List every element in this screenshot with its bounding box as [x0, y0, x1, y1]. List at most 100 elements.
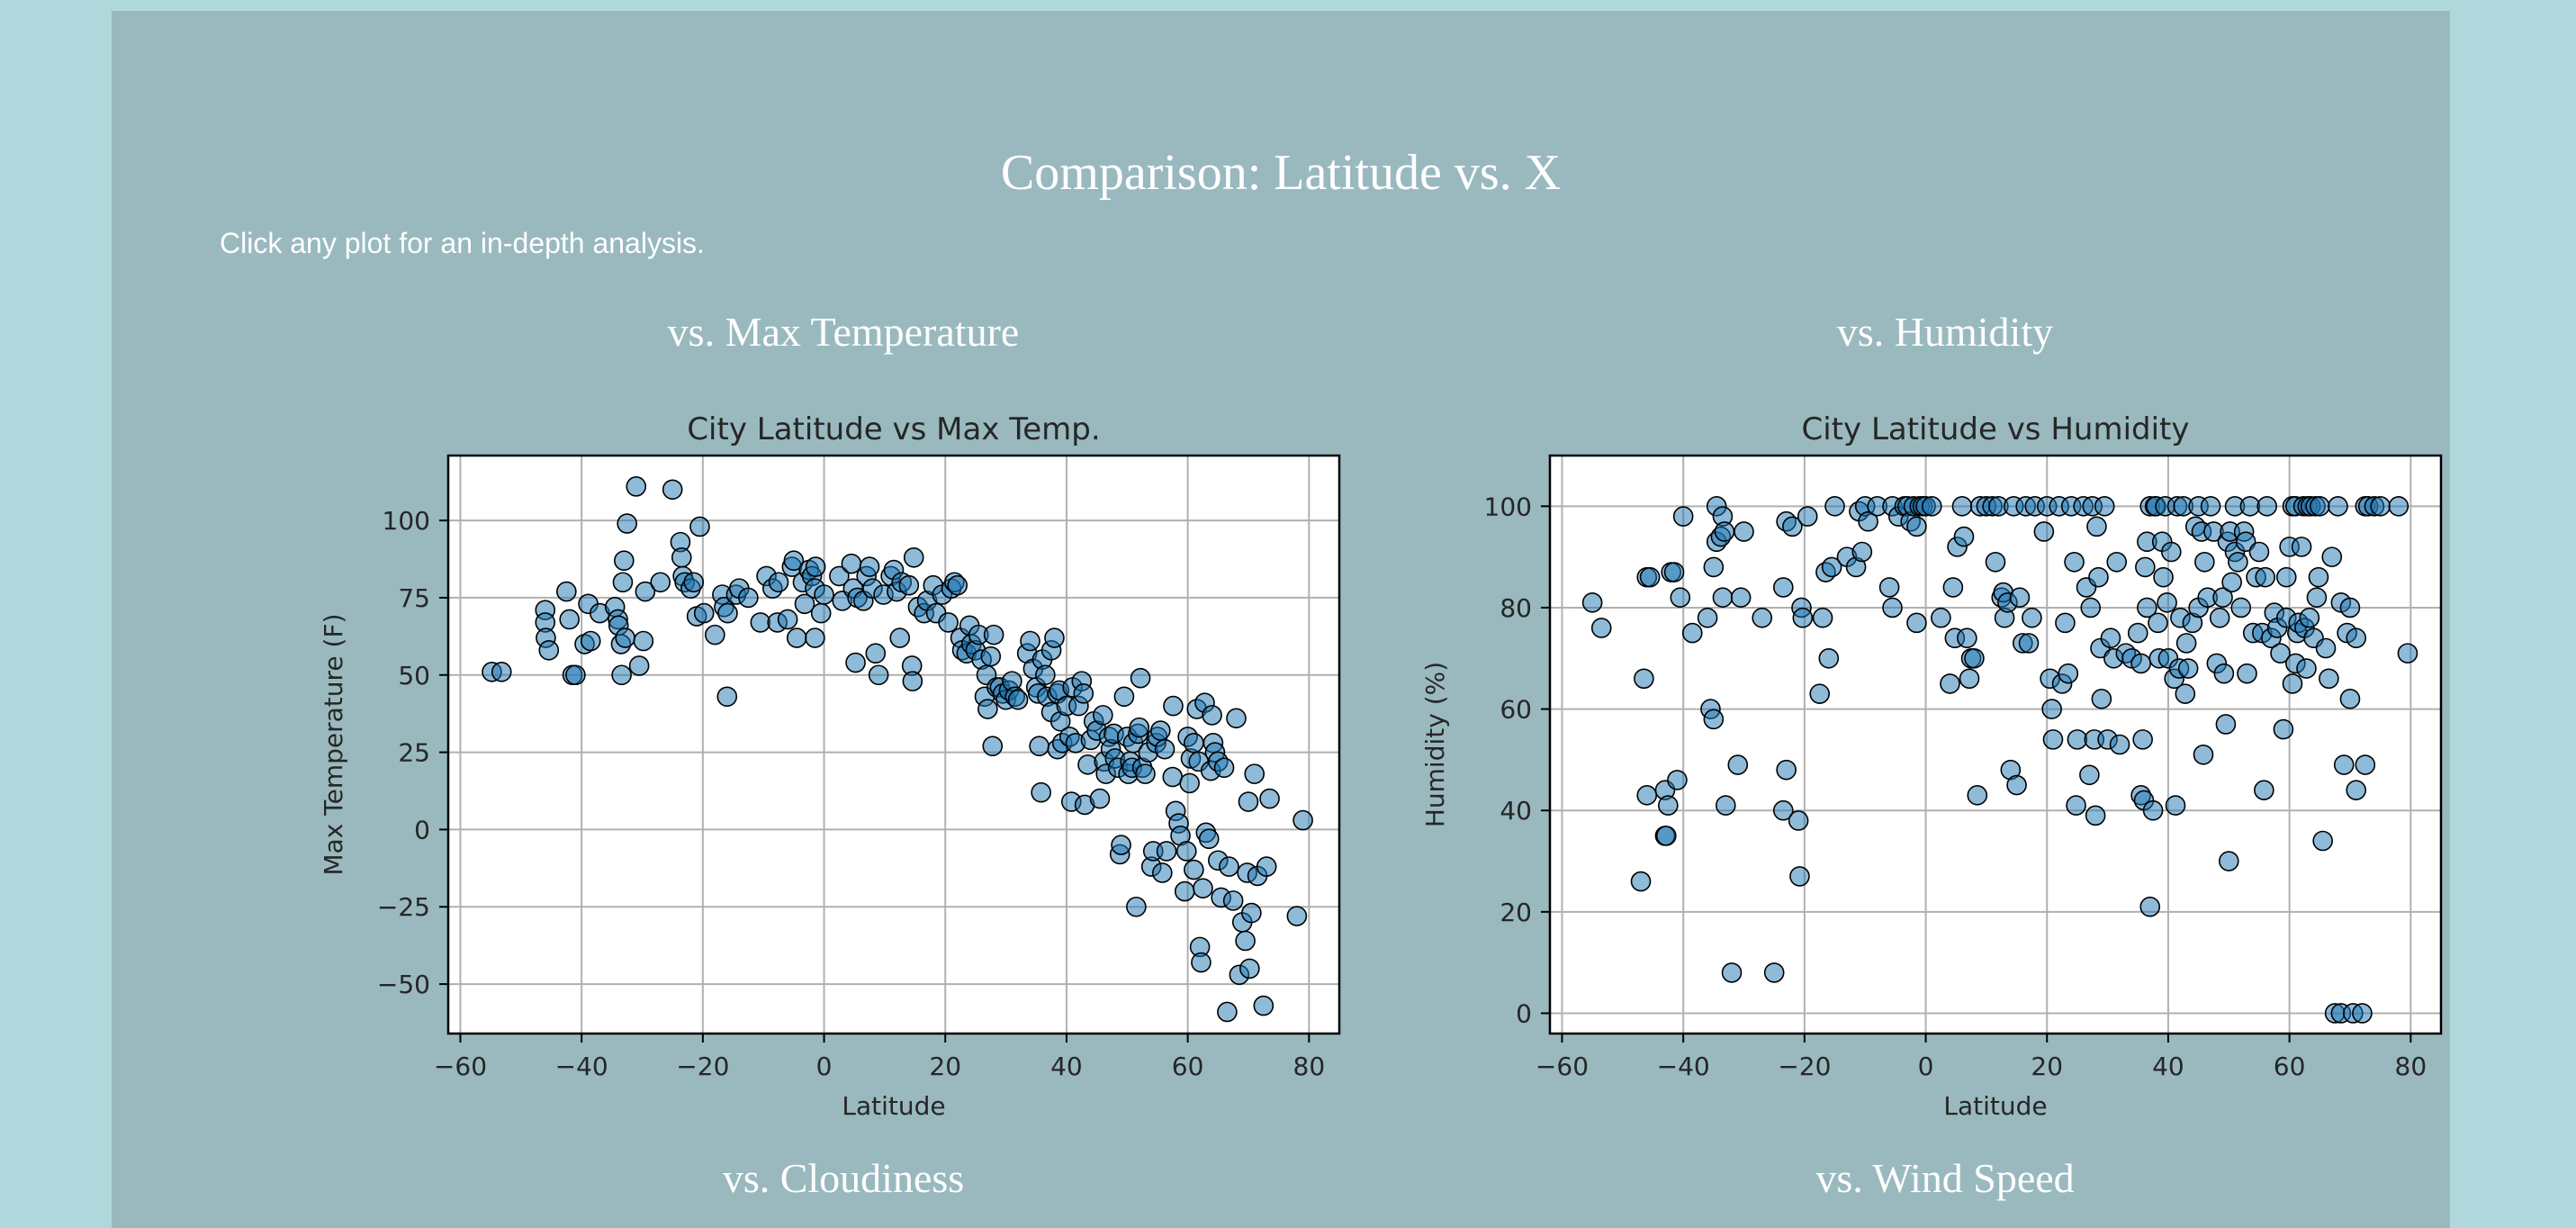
data-point [1130, 667, 1151, 689]
plot-latitude-vs-humidity[interactable]: −60 −40 −20 0 20 40 60 80 0 20 40 60 80 100 City Latit… [1309, 384, 2479, 1131]
data-point [1202, 705, 1222, 726]
data-point [1293, 809, 1313, 831]
data-point [1175, 841, 1197, 862]
data-point [611, 664, 632, 686]
data-point [1951, 496, 1973, 517]
data-point [2346, 780, 2367, 800]
data-point [617, 513, 637, 534]
x-tick-label: 0 [1918, 1052, 1934, 1081]
data-point [1191, 952, 1211, 973]
data-point [1878, 577, 1900, 598]
data-point [1821, 556, 1842, 578]
data-point [662, 479, 683, 501]
data-point [977, 699, 998, 719]
data-point [983, 624, 1004, 646]
data-point [1235, 930, 1256, 952]
data-point [2094, 496, 2115, 517]
y-axis-label: Humidity (%) [1420, 662, 1450, 827]
data-point [1031, 781, 1051, 803]
axes-frame [446, 454, 1341, 1035]
data-point [1667, 770, 1688, 790]
data-point [2306, 587, 2328, 608]
plot-latitude-vs-max-temp[interactable]: −60 −40 −20 0 20 40 60 80 −50 −25 0 25 50 75 100 City L… [207, 384, 1377, 1131]
data-point [1077, 754, 1098, 775]
data-point [980, 646, 1002, 667]
data-point [938, 612, 959, 633]
data-point [2321, 546, 2343, 567]
data-point [1809, 683, 1830, 704]
x-tick-label: 20 [929, 1052, 961, 1081]
data-point [1162, 766, 1184, 788]
data-point [628, 655, 650, 676]
data-point [1921, 496, 1942, 517]
data-point [705, 624, 725, 646]
data-point [1697, 607, 1718, 628]
data-point [1942, 577, 1964, 598]
y-axis-label: Max Temperature (F) [319, 613, 348, 875]
data-point [2200, 496, 2221, 517]
data-point [2088, 566, 2109, 588]
data-point [2339, 597, 2361, 619]
data-point [1126, 896, 1147, 917]
data-point [2080, 597, 2102, 619]
data-point [2109, 734, 2130, 755]
data-point [805, 556, 826, 577]
data-point [2041, 699, 2062, 719]
data-point [898, 574, 920, 596]
data-point [2175, 683, 2196, 704]
data-point [2055, 612, 2076, 634]
data-point [633, 630, 654, 652]
data-point [2086, 516, 2107, 537]
data-point [2079, 764, 2100, 786]
data-point [2130, 653, 2151, 674]
data-point [845, 652, 866, 673]
data-point [689, 516, 710, 537]
y-tick-label: 50 [398, 661, 430, 691]
data-point [2067, 729, 2088, 750]
data-point [1792, 607, 1814, 628]
data-point [889, 628, 911, 648]
x-tick-label: 80 [2395, 1052, 2427, 1081]
data-point [2042, 729, 2064, 750]
data-point [1906, 612, 1927, 634]
data-point [2033, 521, 2055, 542]
data-point [2339, 689, 2361, 709]
data-point [556, 581, 577, 602]
x-tick-label: −20 [1778, 1052, 1831, 1081]
data-point [1851, 541, 1873, 563]
data-point [615, 628, 635, 648]
data-point [2058, 663, 2079, 684]
data-point [2346, 628, 2367, 649]
data-point [805, 628, 825, 648]
data-point [626, 476, 647, 497]
data-point [2270, 643, 2291, 664]
data-point [1184, 859, 1204, 880]
data-point [1213, 757, 1235, 779]
data-point [1581, 592, 1603, 613]
data-point [868, 664, 889, 686]
data-point [1217, 1001, 1238, 1023]
data-point [2106, 551, 2127, 573]
data-point [2352, 1003, 2373, 1024]
data-point [1967, 785, 1988, 806]
data-point [1093, 705, 1113, 726]
data-point [1029, 736, 1049, 757]
content-panel: Comparison: Latitude vs. X Click any plo… [112, 11, 2450, 1228]
data-point [750, 612, 771, 633]
data-point [865, 643, 887, 664]
data-point [2254, 780, 2274, 800]
x-axis-label: Latitude [1943, 1091, 2047, 1121]
data-point [2165, 795, 2186, 816]
data-point [1089, 788, 1111, 809]
data-point [671, 546, 692, 568]
data-point [1634, 668, 1654, 690]
y-tick-label: 25 [398, 738, 430, 768]
data-point [794, 593, 815, 615]
data-point [829, 565, 850, 587]
data-point [1730, 587, 1752, 608]
data-point [1156, 841, 1177, 862]
data-point [1964, 647, 1985, 669]
data-point [2209, 607, 2230, 628]
x-tick-label: 0 [816, 1052, 833, 1081]
x-tick-label: −40 [555, 1052, 608, 1081]
